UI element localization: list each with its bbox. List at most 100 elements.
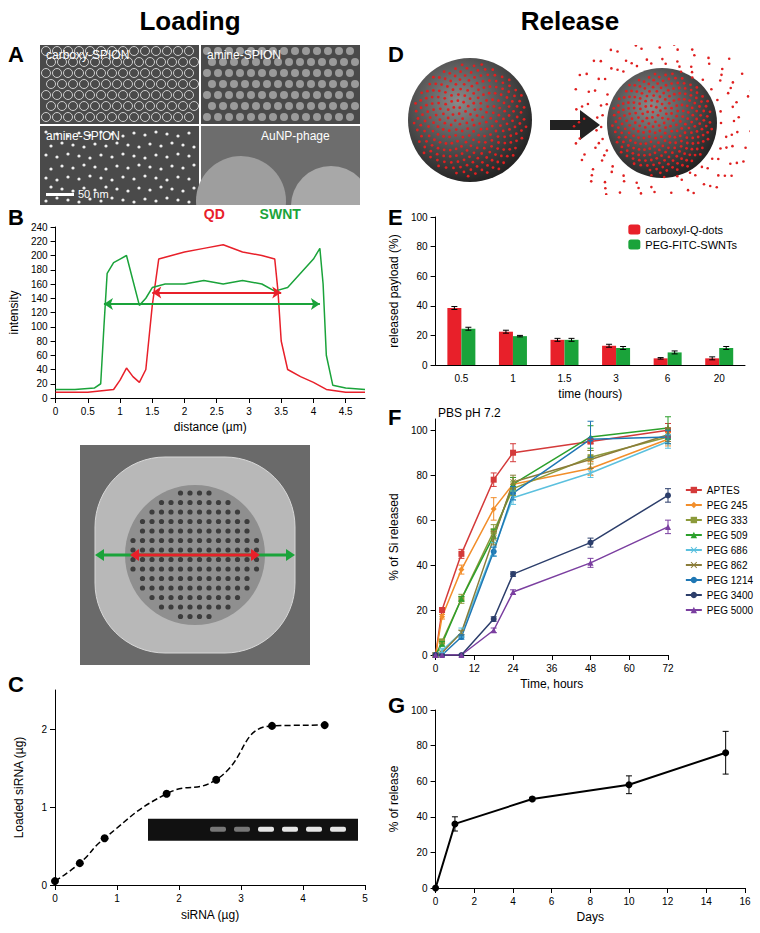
svg-text:QD: QD	[204, 206, 225, 222]
svg-text:0: 0	[433, 663, 439, 674]
svg-text:140: 140	[31, 293, 48, 304]
svg-text:2: 2	[41, 724, 47, 735]
svg-text:0.5: 0.5	[454, 373, 468, 384]
svg-text:carboxy-SPION: carboxy-SPION	[46, 48, 129, 62]
svg-text:APTES: APTES	[707, 485, 740, 496]
svg-text:siRNA (µg): siRNA (µg)	[181, 908, 239, 922]
svg-text:2.5: 2.5	[210, 406, 224, 417]
svg-text:200: 200	[31, 250, 48, 261]
svg-text:20: 20	[36, 378, 48, 389]
svg-text:AuNP-phage: AuNP-phage	[261, 129, 330, 143]
svg-text:1: 1	[117, 406, 123, 417]
svg-text:0: 0	[53, 406, 59, 417]
svg-text:time (hours): time (hours)	[558, 387, 622, 401]
svg-text:160: 160	[31, 279, 48, 290]
svg-text:1.5: 1.5	[145, 406, 159, 417]
svg-text:5: 5	[362, 893, 368, 904]
svg-text:Days: Days	[577, 910, 604, 924]
svg-text:4: 4	[300, 893, 306, 904]
svg-text:40: 40	[416, 560, 428, 571]
svg-text:40: 40	[416, 811, 428, 822]
svg-text:distance (µm): distance (µm)	[174, 420, 247, 434]
svg-text:120: 120	[31, 307, 48, 318]
svg-text:SWNT: SWNT	[260, 206, 302, 222]
svg-text:carboxyl-Q-dots: carboxyl-Q-dots	[645, 224, 723, 236]
svg-text:0: 0	[42, 393, 48, 404]
svg-text:50 nm: 50 nm	[78, 188, 109, 200]
svg-text:220: 220	[31, 236, 48, 247]
svg-text:80: 80	[416, 470, 428, 481]
svg-text:% of release: % of release	[387, 765, 401, 832]
svg-text:60: 60	[36, 350, 48, 361]
svg-text:60: 60	[416, 515, 428, 526]
svg-text:0: 0	[422, 360, 428, 371]
svg-text:1.5: 1.5	[558, 373, 572, 384]
svg-text:40: 40	[416, 300, 428, 311]
svg-text:3: 3	[613, 373, 619, 384]
svg-text:PEG 509: PEG 509	[707, 530, 748, 541]
svg-text:6: 6	[549, 896, 555, 907]
svg-text:20: 20	[416, 605, 428, 616]
svg-text:20: 20	[416, 330, 428, 341]
svg-text:20: 20	[714, 373, 726, 384]
svg-text:0: 0	[422, 883, 428, 894]
svg-text:60: 60	[416, 271, 428, 282]
svg-text:1: 1	[41, 802, 47, 813]
svg-text:PEG 862: PEG 862	[707, 560, 748, 571]
svg-text:2: 2	[182, 406, 188, 417]
svg-text:1: 1	[510, 373, 516, 384]
svg-text:80: 80	[36, 336, 48, 347]
svg-text:14: 14	[701, 896, 713, 907]
svg-text:80: 80	[416, 740, 428, 751]
svg-text:0: 0	[422, 650, 428, 661]
svg-text:40: 40	[36, 364, 48, 375]
svg-text:12: 12	[662, 896, 674, 907]
svg-text:10: 10	[623, 896, 635, 907]
svg-text:3.5: 3.5	[274, 406, 288, 417]
svg-text:PBS pH 7.2: PBS pH 7.2	[438, 406, 501, 420]
svg-text:released payload (%): released payload (%)	[387, 234, 401, 347]
svg-text:16: 16	[739, 896, 751, 907]
svg-text:12: 12	[469, 663, 481, 674]
svg-text:2: 2	[176, 893, 182, 904]
svg-text:100: 100	[31, 321, 48, 332]
svg-text:PEG 686: PEG 686	[707, 545, 748, 556]
svg-text:Time, hours: Time, hours	[520, 677, 583, 691]
svg-text:0: 0	[52, 893, 58, 904]
svg-text:3: 3	[246, 406, 252, 417]
svg-text:PEG 333: PEG 333	[707, 515, 748, 526]
svg-text:1: 1	[114, 893, 120, 904]
svg-text:60: 60	[416, 776, 428, 787]
svg-text:80: 80	[416, 241, 428, 252]
svg-text:20: 20	[416, 847, 428, 858]
svg-text:36: 36	[546, 663, 558, 674]
svg-text:4.5: 4.5	[339, 406, 353, 417]
svg-text:180: 180	[31, 264, 48, 275]
svg-text:2: 2	[471, 896, 477, 907]
svg-text:100: 100	[411, 425, 428, 436]
svg-text:intensity: intensity	[7, 290, 21, 334]
svg-text:Loaded siRNA (µg): Loaded siRNA (µg)	[12, 737, 26, 839]
svg-text:4: 4	[311, 406, 317, 417]
svg-text:240: 240	[31, 222, 48, 233]
svg-text:PEG 3400: PEG 3400	[707, 590, 754, 601]
svg-text:0: 0	[41, 880, 47, 891]
svg-text:3: 3	[238, 893, 244, 904]
svg-text:100: 100	[411, 212, 428, 223]
svg-text:60: 60	[624, 663, 636, 674]
svg-text:PEG 1214: PEG 1214	[707, 575, 754, 586]
svg-text:0.5: 0.5	[81, 406, 95, 417]
svg-text:PEG 5000: PEG 5000	[707, 605, 754, 616]
svg-text:4: 4	[510, 896, 516, 907]
svg-text:48: 48	[585, 663, 597, 674]
svg-text:PEG 245: PEG 245	[707, 500, 748, 511]
svg-text:amine-SPION: amine-SPION	[207, 48, 281, 62]
svg-text:% of Si released: % of Si released	[387, 493, 401, 580]
svg-text:6: 6	[665, 373, 671, 384]
svg-text:8: 8	[588, 896, 594, 907]
svg-text:24: 24	[507, 663, 519, 674]
svg-text:100: 100	[411, 705, 428, 716]
svg-text:72: 72	[662, 663, 674, 674]
svg-text:PEG-FITC-SWNTs: PEG-FITC-SWNTs	[645, 239, 737, 251]
svg-text:0: 0	[433, 896, 439, 907]
